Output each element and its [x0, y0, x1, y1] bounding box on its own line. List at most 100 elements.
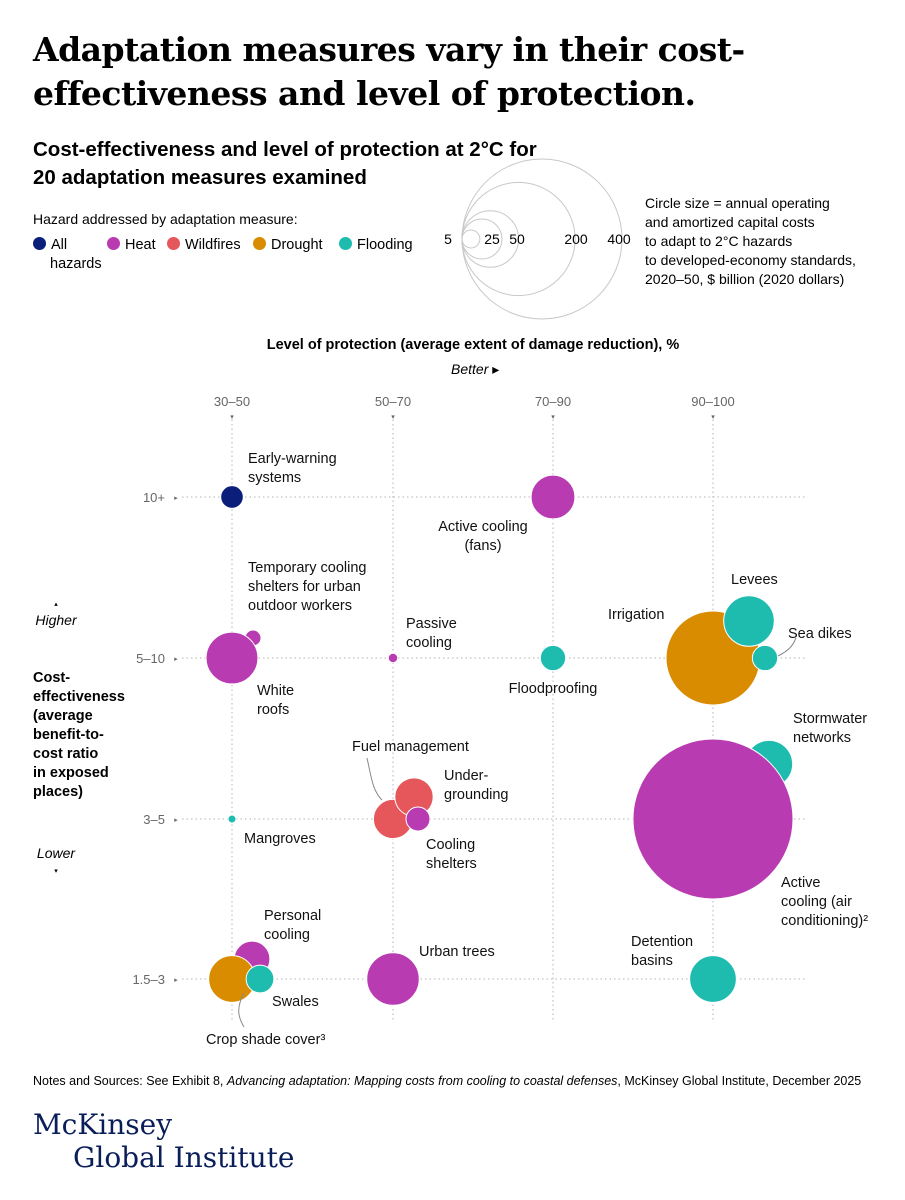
logo-line1: McKinsey	[33, 1108, 173, 1141]
label-undergrounding: grounding	[444, 787, 509, 803]
y-tick-arrow: ▸	[174, 495, 178, 502]
y-axis-title-line: in exposed	[33, 765, 109, 781]
legend-text-drought: Drought	[271, 237, 323, 253]
label-stormwater-networks: Stormwater	[793, 711, 867, 727]
legend-text-all: All	[51, 237, 68, 253]
size-note-line: and amortized capital costs	[645, 214, 815, 230]
label-leader-line	[238, 992, 245, 1028]
label-personal-cooling: Personal	[264, 908, 321, 924]
logo-line2: Global Institute	[73, 1141, 295, 1174]
x-tick-arrow: ▾	[230, 414, 234, 421]
bubble-chart: 5 25 50 200 400 Level of protection (average …	[33, 158, 868, 1048]
size-legend-value: 25	[484, 231, 500, 247]
y-axis-title-line: cost ratio	[33, 746, 98, 762]
size-legend-note: Circle size = annual operating and amort…	[645, 194, 885, 289]
legend-text-flooding: Flooding	[357, 237, 413, 253]
label-mangroves: Mangroves	[244, 831, 316, 847]
x-tick-arrow: ▾	[551, 414, 555, 421]
y-axis-title-line: places)	[33, 784, 83, 800]
label-white-roofs: roofs	[257, 702, 289, 718]
bubble-white-roofs	[205, 631, 259, 685]
label-urban-trees: Urban trees	[419, 944, 495, 960]
legend-dot-all	[33, 237, 46, 250]
label-cooling-shelters: Cooling	[426, 837, 475, 853]
label-irrigation: Irrigation	[608, 607, 664, 623]
bubble-active-cooling-fans	[530, 474, 576, 520]
label-fuel-management: Fuel management	[352, 739, 469, 755]
page-title: Adaptation measures vary in their cost-e…	[33, 30, 745, 113]
y-tick-arrow: ▸	[174, 977, 178, 984]
legend-item-all-hazards: All hazards	[33, 237, 102, 272]
bubble-mangroves	[227, 814, 237, 824]
legend-text-all-line2: hazards	[50, 256, 102, 272]
y-higher-arrow: ▴	[54, 601, 58, 608]
y-tick-arrow: ▸	[174, 817, 178, 824]
bubble-detention-basins	[689, 955, 737, 1003]
x-tick-arrow: ▾	[711, 414, 715, 421]
y-tick-label: 3–5	[143, 812, 165, 827]
bubble-swales	[245, 964, 275, 994]
footer-report-title: Advancing adaptation: Mapping costs from…	[226, 1074, 618, 1088]
y-axis-title-line: Cost-	[33, 670, 70, 686]
label-crop-shade-cover: Crop shade cover³	[206, 1032, 325, 1048]
legend-item-flooding: Flooding	[339, 237, 413, 253]
legend-item-heat: Heat	[107, 237, 156, 253]
y-axis-title-line: benefit-to-	[33, 727, 104, 743]
label-cooling-shelters: shelters	[426, 856, 477, 872]
y-tick-label: 5–10	[136, 651, 165, 666]
legend-text-wildfires: Wildfires	[185, 237, 241, 253]
label-floodproofing: Floodproofing	[509, 681, 598, 697]
bubble-levees	[723, 595, 775, 647]
y-lower-label: Lower	[37, 845, 76, 861]
y-axis-title-line: effectiveness	[33, 689, 125, 705]
chart-subtitle: Cost-effectiveness and level of protecti…	[33, 138, 537, 189]
label-active-cooling-fans: (fans)	[464, 538, 501, 554]
legend-item-wildfires: Wildfires	[167, 237, 241, 253]
bubble-early-warning-systems	[220, 485, 244, 509]
label-swales: Swales	[272, 994, 319, 1010]
bubble-floodproofing	[539, 644, 567, 672]
legend-dot-wildfires	[167, 237, 180, 250]
label-temporary-cooling-shelters-for-urban-outdoor-workers: Temporary cooling	[248, 560, 366, 576]
label-early-warning-systems: Early-warning	[248, 451, 337, 467]
legend-dot-drought	[253, 237, 266, 250]
legend-item-drought: Drought	[253, 237, 323, 253]
size-note-line: Circle size = annual operating	[645, 195, 830, 211]
label-active-cooling-air-conditioning: conditioning)²	[781, 913, 868, 929]
x-tick-label: 90–100	[691, 394, 734, 409]
legend-dot-flooding	[339, 237, 352, 250]
y-tick-label: 10+	[143, 490, 165, 505]
bubble-urban-trees	[366, 952, 420, 1006]
label-personal-cooling: cooling	[264, 927, 310, 943]
label-active-cooling-fans: Active cooling	[438, 519, 527, 535]
x-tick-arrow: ▾	[391, 414, 395, 421]
bubble-cooling-shelters	[405, 806, 431, 832]
bubble-sea-dikes	[751, 644, 779, 672]
label-passive-cooling: cooling	[406, 635, 452, 651]
y-tick-label: 1.5–3	[132, 972, 165, 987]
x-axis-title: Level of protection (average extent of d…	[267, 337, 680, 353]
label-detention-basins: Detention	[631, 934, 693, 950]
label-levees: Levees	[731, 572, 778, 588]
y-lower-arrow: ▾	[54, 868, 58, 875]
x-tick-label: 70–90	[535, 394, 571, 409]
label-undergrounding: Under-	[444, 768, 488, 784]
label-leader-line	[366, 757, 383, 801]
footer-prefix: Notes and Sources: See Exhibit 8,	[33, 1074, 227, 1088]
size-legend-circle	[461, 158, 623, 320]
y-axis-title-line: (average	[33, 708, 93, 724]
size-legend-value: 50	[509, 231, 525, 247]
label-temporary-cooling-shelters-for-urban-outdoor-workers: outdoor workers	[248, 598, 352, 614]
footer-suffix: , McKinsey Global Institute, December 20…	[617, 1074, 862, 1088]
size-legend-circle	[461, 229, 481, 249]
notes-and-sources: Notes and Sources: See Exhibit 8, Advanc…	[33, 1074, 861, 1088]
label-white-roofs: White	[257, 683, 294, 699]
legend-label: Hazard addressed by adaptation measure:	[33, 211, 298, 227]
label-sea-dikes: Sea dikes	[788, 626, 852, 642]
size-legend-value: 400	[607, 231, 631, 247]
x-tick-label: 50–70	[375, 394, 411, 409]
x-axis-better-label: Better ▸	[451, 361, 499, 377]
size-legend-value: 200	[564, 231, 588, 247]
label-passive-cooling: Passive	[406, 616, 457, 632]
mckinsey-logo: McKinsey Global Institute	[33, 1108, 294, 1174]
